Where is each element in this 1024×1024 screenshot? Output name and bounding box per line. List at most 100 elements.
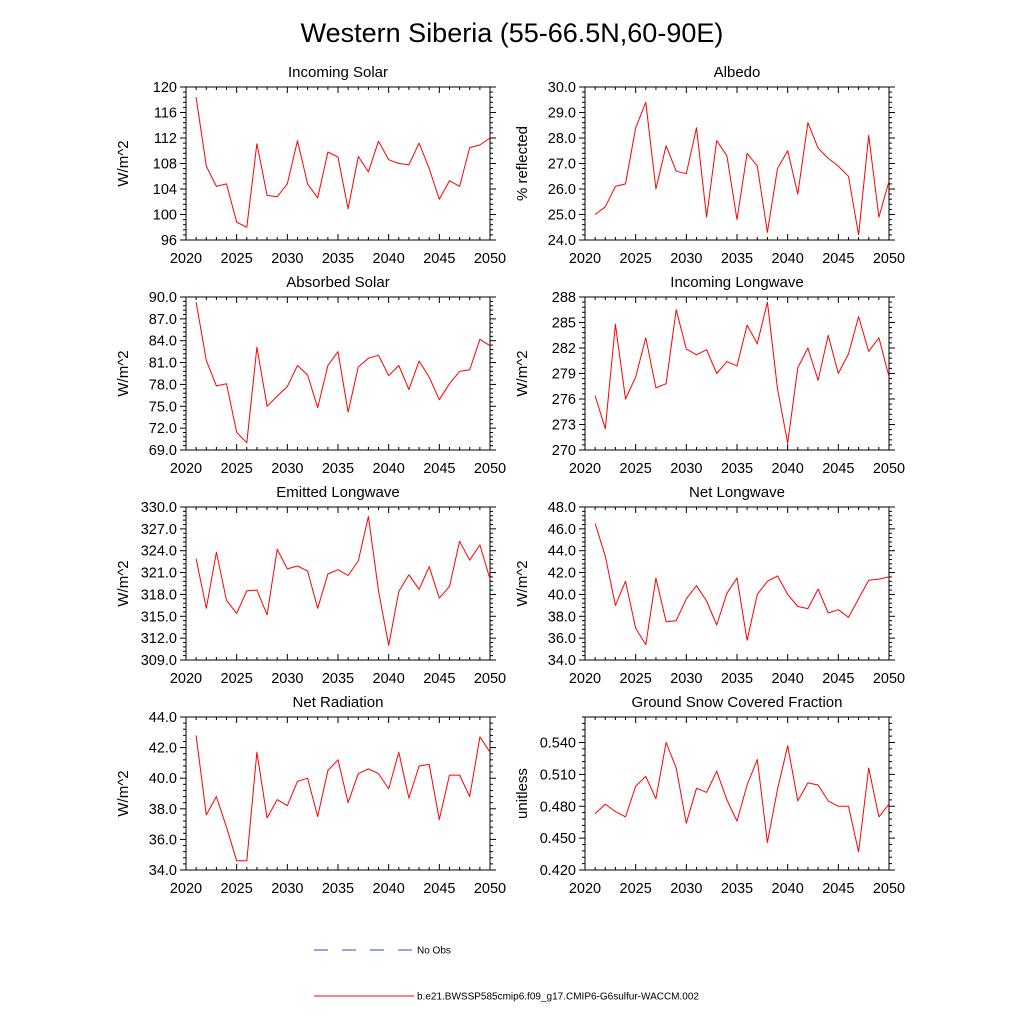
x-tick-label: 2030 [670, 881, 702, 897]
y-tick-label: 0.480 [540, 799, 576, 815]
x-tick-label: 2040 [772, 671, 804, 687]
legend-model-label: b.e21.BWSSP585cmip6.f09_g17.CMIP6-G6sulf… [417, 992, 699, 1003]
panel-title: Net Radiation [293, 694, 384, 711]
x-tick-label: 2030 [670, 671, 702, 687]
y-tick-label: 36.0 [149, 832, 177, 848]
y-tick-label: 0.450 [540, 831, 576, 847]
y-tick-label: 75.0 [149, 399, 177, 415]
x-tick-label: 2020 [170, 671, 202, 687]
y-tick-label: 27.0 [548, 157, 576, 173]
x-tick-label: 2050 [474, 251, 506, 267]
y-tick-label: 30.0 [548, 80, 576, 96]
x-tick-label: 2025 [221, 251, 253, 267]
panel-title: Incoming Longwave [670, 274, 803, 291]
panel-title: Incoming Solar [288, 64, 388, 81]
y-tick-label: 84.0 [149, 334, 177, 350]
panel-8: 2020 2025 2030 2035 2040 2045 2050 0.420 0.450 0.… [514, 694, 905, 897]
panel-7: 2020 2025 2030 2035 2040 2045 2050 34.0 36.0 38.0… [115, 694, 506, 897]
y-tick-label: 40.0 [149, 771, 177, 787]
y-tick-label: 330.0 [141, 500, 177, 516]
x-tick-label: 2030 [271, 461, 303, 477]
y-tick-label: 36.0 [548, 631, 576, 647]
series-line [594, 101, 890, 236]
x-tick-label: 2045 [423, 461, 455, 477]
x-tick-label: 2050 [873, 251, 905, 267]
x-tick-label: 2040 [373, 251, 405, 267]
x-tick-label: 2030 [271, 671, 303, 687]
x-tick-label: 2030 [271, 881, 303, 897]
y-axis-label: W/m^2 [514, 560, 531, 606]
x-tick-label: 2040 [772, 251, 804, 267]
y-tick-label: 26.0 [548, 182, 576, 198]
y-tick-label: 48.0 [548, 500, 576, 516]
x-tick-label: 2020 [170, 251, 202, 267]
y-tick-label: 321.0 [141, 566, 177, 582]
panel-title: Net Longwave [689, 484, 785, 501]
y-tick-label: 34.0 [548, 653, 576, 669]
series-line [195, 97, 491, 228]
y-tick-label: 78.0 [149, 377, 177, 393]
y-tick-label: 0.420 [540, 863, 576, 879]
x-tick-label: 2050 [474, 671, 506, 687]
y-tick-label: 28.0 [548, 131, 576, 147]
y-tick-label: 273 [552, 418, 576, 434]
y-axis-label: W/m^2 [115, 770, 132, 816]
x-tick-label: 2035 [721, 671, 753, 687]
legend-obs-label: No Obs [417, 946, 451, 957]
y-axis-label: W/m^2 [115, 560, 132, 606]
y-tick-label: 104 [153, 182, 177, 198]
series-line [195, 302, 491, 444]
x-tick-label: 2040 [373, 881, 405, 897]
y-tick-label: 318.0 [141, 587, 177, 603]
x-tick-label: 2050 [873, 671, 905, 687]
y-tick-label: 327.0 [141, 522, 177, 538]
y-tick-label: 285 [552, 316, 576, 332]
x-tick-label: 2050 [474, 881, 506, 897]
y-tick-label: 38.0 [149, 802, 177, 818]
y-tick-label: 100 [153, 208, 177, 224]
x-tick-label: 2035 [322, 251, 354, 267]
y-tick-label: 282 [552, 341, 576, 357]
panel-6: 2020 2025 2030 2035 2040 2045 2050 34.0 36.0 38.0… [514, 484, 905, 687]
x-tick-label: 2030 [670, 251, 702, 267]
panel-title: Absorbed Solar [286, 274, 389, 291]
x-tick-label: 2020 [569, 461, 601, 477]
y-tick-label: 0.510 [540, 767, 576, 783]
y-axis-label: % reflected [514, 126, 531, 201]
panels: 2020 2025 2030 2035 2040 2045 2050 96 100 104 108 1… [115, 64, 905, 897]
y-tick-label: 116 [154, 106, 177, 122]
x-tick-label: 2040 [373, 461, 405, 477]
y-tick-label: 24.0 [548, 233, 576, 249]
y-tick-label: 40.0 [548, 587, 576, 603]
y-tick-label: 34.0 [149, 863, 177, 879]
y-tick-label: 312.0 [141, 631, 177, 647]
y-tick-label: 46.0 [548, 522, 576, 538]
x-tick-label: 2025 [221, 671, 253, 687]
x-tick-label: 2045 [822, 251, 854, 267]
panel-5: 2020 2025 2030 2035 2040 2045 2050 309.0 312.0 31… [115, 484, 506, 687]
y-tick-label: 44.0 [149, 710, 177, 726]
y-tick-label: 25.0 [548, 208, 576, 224]
x-tick-label: 2045 [822, 461, 854, 477]
x-tick-label: 2035 [721, 461, 753, 477]
x-tick-label: 2045 [822, 881, 854, 897]
x-tick-label: 2035 [721, 881, 753, 897]
x-tick-label: 2020 [569, 251, 601, 267]
y-tick-label: 315.0 [141, 609, 177, 625]
y-tick-label: 112 [154, 131, 177, 147]
x-tick-label: 2035 [721, 251, 753, 267]
y-tick-label: 309.0 [141, 653, 177, 669]
y-tick-label: 72.0 [149, 421, 177, 437]
x-tick-label: 2030 [670, 461, 702, 477]
panel-title: Ground Snow Covered Fraction [632, 694, 843, 711]
x-tick-label: 2025 [620, 461, 652, 477]
panel-1: 2020 2025 2030 2035 2040 2045 2050 96 100 104 108 1… [115, 64, 506, 267]
x-tick-label: 2020 [569, 671, 601, 687]
y-axis-label: unitless [514, 768, 531, 819]
y-tick-label: 288 [552, 290, 576, 306]
series-line [594, 301, 890, 444]
x-tick-label: 2035 [322, 671, 354, 687]
y-tick-label: 108 [153, 157, 177, 173]
x-tick-label: 2025 [620, 251, 652, 267]
